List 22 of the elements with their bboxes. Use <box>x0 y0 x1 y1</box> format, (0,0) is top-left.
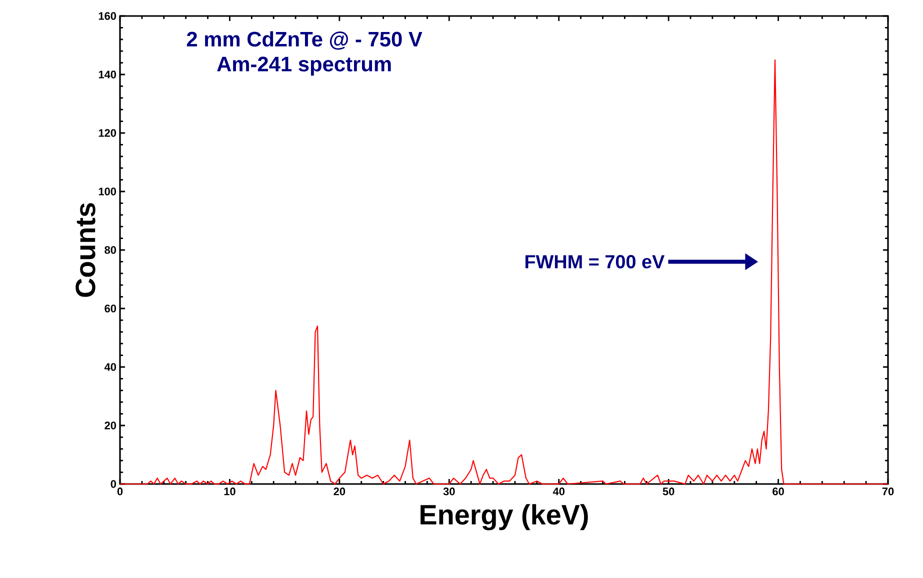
x-tick-label: 40 <box>552 488 564 496</box>
x-axis-title: Energy (keV) <box>420 504 588 530</box>
x-tick-label: 10 <box>224 488 236 496</box>
y-tick-label: 140 <box>98 70 116 78</box>
text: 2 mm CdZnTe @ - 750 V <box>186 31 422 50</box>
y-tick-label: 160 <box>98 12 116 20</box>
x-tick-label: 70 <box>882 488 894 496</box>
y-tick-label: 120 <box>98 129 116 137</box>
y-tick-label: 0 <box>110 480 116 488</box>
annotation: FWHM = 700 eV <box>526 255 665 268</box>
x-tick-label: 60 <box>772 488 784 496</box>
y-axis-title: Counts <box>76 203 96 297</box>
x-tick-label: 20 <box>334 488 346 496</box>
y-tick-label: 60 <box>104 304 116 312</box>
y-tick-label: 20 <box>104 422 116 430</box>
text: Am-241 spectrum <box>217 56 391 76</box>
y-tick-label: 80 <box>104 246 116 254</box>
y-tick-label: 40 <box>104 363 116 371</box>
y-tick-label: 100 <box>98 188 116 196</box>
x-tick-label: 30 <box>443 488 455 496</box>
x-tick-label: 50 <box>662 488 674 496</box>
x-tick-label: 0 <box>117 488 123 496</box>
